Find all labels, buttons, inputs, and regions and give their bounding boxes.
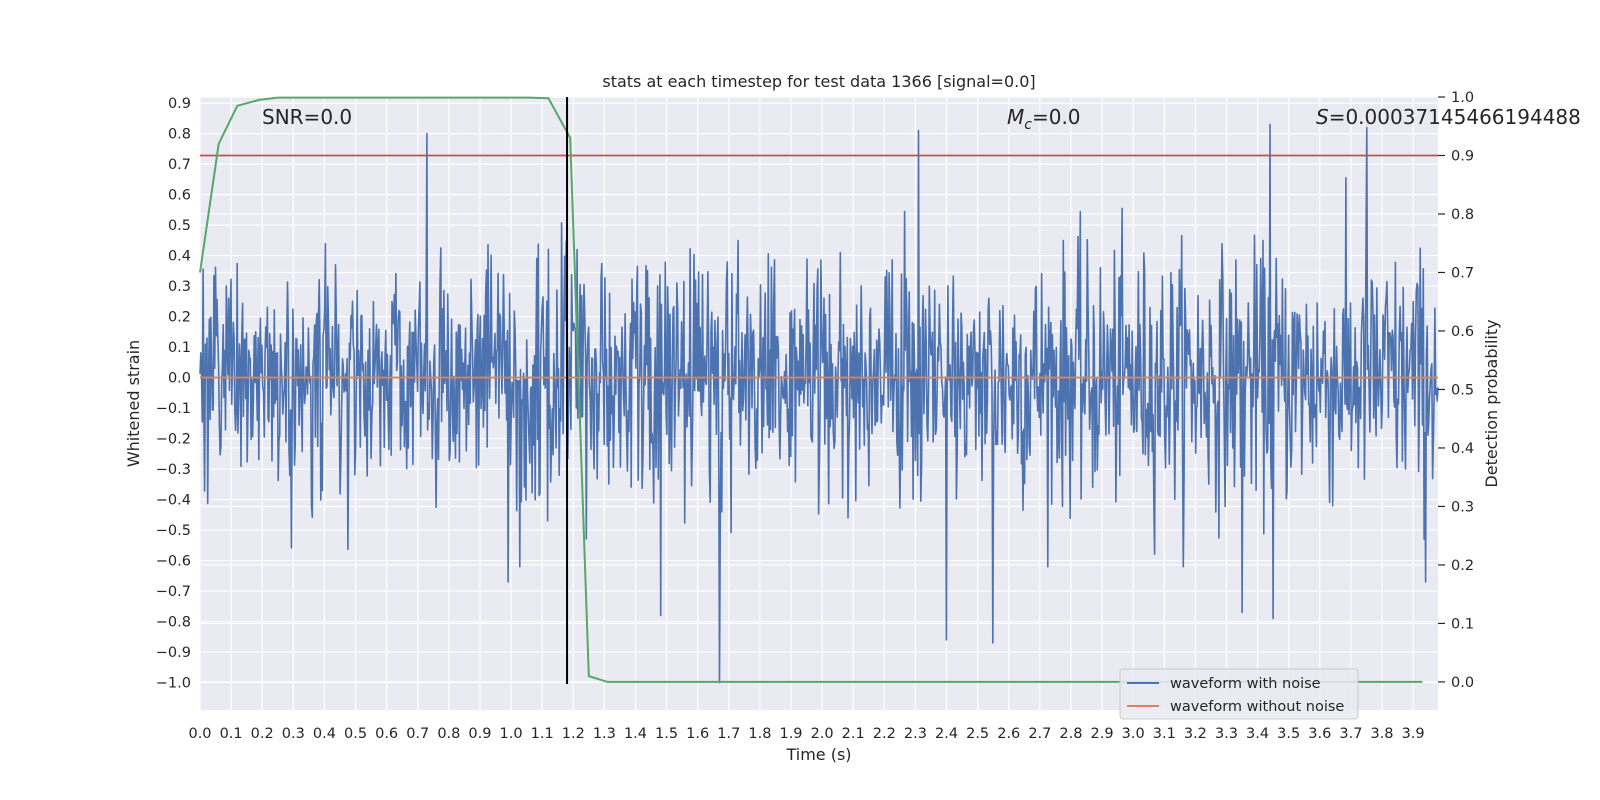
x-tick-label: 2.8 <box>1059 726 1082 742</box>
x-tick-label: 0.9 <box>468 726 491 742</box>
x-tick-label: 1.0 <box>500 726 523 742</box>
mc-symbol: M <box>1007 105 1024 129</box>
x-tick-label: 1.7 <box>717 726 740 742</box>
legend-label-with-noise: waveform with noise <box>1170 676 1321 692</box>
y-right-tick-label: 0.5 <box>1451 382 1474 398</box>
x-tick-label: 2.5 <box>966 726 989 742</box>
y-tick-label: −0.2 <box>156 432 191 448</box>
y-tick-label: −0.7 <box>156 584 191 600</box>
x-tick-label: 1.2 <box>562 726 585 742</box>
x-tick-label: 1.3 <box>593 726 616 742</box>
x-tick-label: 2.6 <box>997 726 1020 742</box>
x-tick-label: 0.0 <box>188 726 211 742</box>
y-tick-label: 0.1 <box>168 340 191 356</box>
x-tick-label: 2.0 <box>811 726 834 742</box>
x-axis-ticks: 0.0 0.1 0.2 0.3 0.4 0.5 0.6 0.7 0.8 0.9 1.0 1.1 1.2 1… <box>188 726 1424 742</box>
y-tick-label: 0.4 <box>168 249 191 265</box>
y-tick-label: −0.9 <box>156 645 191 661</box>
series-waveform-with-noise <box>199 123 1439 684</box>
x-tick-label: 2.9 <box>1091 726 1114 742</box>
x-tick-label: 3.4 <box>1246 726 1269 742</box>
x-tick-label: 2.1 <box>842 726 865 742</box>
y-axis-label: Whitened strain <box>124 340 143 467</box>
chirp-mass-annotation: Mc=0.0 <box>1007 105 1081 133</box>
y-right-tick-label: 0.7 <box>1451 265 1474 281</box>
y-right-tick-label: 0.1 <box>1451 616 1474 632</box>
x-tick-label: 1.4 <box>624 726 647 742</box>
s-value: =0.00037145466194488 <box>1329 105 1581 129</box>
x-tick-label: 0.8 <box>437 726 460 742</box>
y-tick-label: 0.5 <box>168 218 191 234</box>
y-axis-ticks: 0.9 0.8 0.7 0.6 0.5 0.4 0.3 0.2 0.1 0.0 −0.1 −0.2 −0… <box>156 96 191 691</box>
legend-box <box>1119 668 1359 720</box>
series-detection-probability <box>199 96 1423 683</box>
x-tick-label: 0.7 <box>406 726 429 742</box>
y-tick-label: 0.6 <box>168 188 191 204</box>
snr-value: 0.0 <box>320 105 352 129</box>
y-right-tick-label: 0.3 <box>1451 499 1474 515</box>
y-tick-label: 0.0 <box>168 371 191 387</box>
x-tick-label: 1.9 <box>779 726 802 742</box>
y-tick-label: 0.7 <box>168 157 191 173</box>
y-axis-right-label: Detection probability <box>1482 319 1501 487</box>
x-tick-label: 1.8 <box>748 726 771 742</box>
snr-prefix: SNR= <box>262 105 320 129</box>
x-axis-label: Time (s) <box>785 745 851 764</box>
grid <box>199 96 1438 710</box>
legend: waveform with noise waveform without noi… <box>1119 668 1359 720</box>
mc-subscript: c <box>1024 117 1032 133</box>
x-tick-label: 3.8 <box>1370 726 1393 742</box>
x-tick-label: 1.6 <box>686 726 709 742</box>
y-right-tick-label: 0.8 <box>1451 207 1474 223</box>
legend-label-without-noise: waveform without noise <box>1170 699 1344 715</box>
y-right-tick-label: 0.6 <box>1451 324 1474 340</box>
x-tick-label: 3.1 <box>1153 726 1176 742</box>
x-tick-label: 3.2 <box>1184 726 1207 742</box>
y-right-tick-label: 0.2 <box>1451 558 1474 574</box>
x-tick-label: 1.5 <box>655 726 678 742</box>
detection-probability-line <box>199 96 1423 683</box>
x-tick-label: 3.5 <box>1277 726 1300 742</box>
mc-value: =0.0 <box>1032 105 1081 129</box>
snr-annotation: SNR=0.0 <box>262 105 352 129</box>
y-right-tick-label: 1.0 <box>1451 90 1474 106</box>
y-right-tick-label: 0.4 <box>1451 441 1474 457</box>
y-tick-label: −0.5 <box>156 523 191 539</box>
x-tick-label: 0.5 <box>344 726 367 742</box>
x-tick-label: 3.3 <box>1215 726 1238 742</box>
y-axis-right-ticks: 1.0 0.9 0.8 0.7 0.6 0.5 0.4 0.3 0.2 0.1 0.0 <box>1438 90 1474 691</box>
x-tick-label: 3.0 <box>1122 726 1145 742</box>
y-tick-label: 0.2 <box>168 310 191 326</box>
x-tick-label: 3.9 <box>1402 726 1425 742</box>
s-annotation: S=0.00037145466194488 <box>1316 105 1581 129</box>
waveform-with-noise-line <box>199 123 1439 684</box>
y-tick-label: −0.4 <box>156 493 191 509</box>
x-tick-label: 2.4 <box>935 726 958 742</box>
x-tick-label: 0.1 <box>220 726 243 742</box>
x-tick-label: 2.3 <box>904 726 927 742</box>
y-right-tick-label: 0.0 <box>1451 675 1474 691</box>
x-tick-label: 2.2 <box>873 726 896 742</box>
y-right-tick-label: 0.9 <box>1451 148 1474 164</box>
x-tick-label: 0.6 <box>375 726 398 742</box>
x-tick-label: 2.7 <box>1028 726 1051 742</box>
y-tick-label: −0.1 <box>156 401 191 417</box>
chart-title: stats at each timestep for test data 136… <box>602 72 1035 91</box>
y-tick-label: 0.9 <box>168 96 191 112</box>
x-tick-label: 0.3 <box>282 726 305 742</box>
y-tick-label: −0.6 <box>156 554 191 570</box>
y-tick-label: −0.3 <box>156 462 191 478</box>
y-tick-label: −0.8 <box>156 615 191 631</box>
x-tick-label: 0.4 <box>313 726 336 742</box>
y-tick-label: −1.0 <box>156 676 191 692</box>
x-tick-label: 3.7 <box>1339 726 1362 742</box>
x-tick-label: 3.6 <box>1308 726 1331 742</box>
x-tick-label: 0.2 <box>251 726 274 742</box>
x-tick-label: 1.1 <box>531 726 554 742</box>
s-symbol: S <box>1316 105 1329 129</box>
y-tick-label: 0.3 <box>168 279 191 295</box>
y-tick-label: 0.8 <box>168 127 191 143</box>
